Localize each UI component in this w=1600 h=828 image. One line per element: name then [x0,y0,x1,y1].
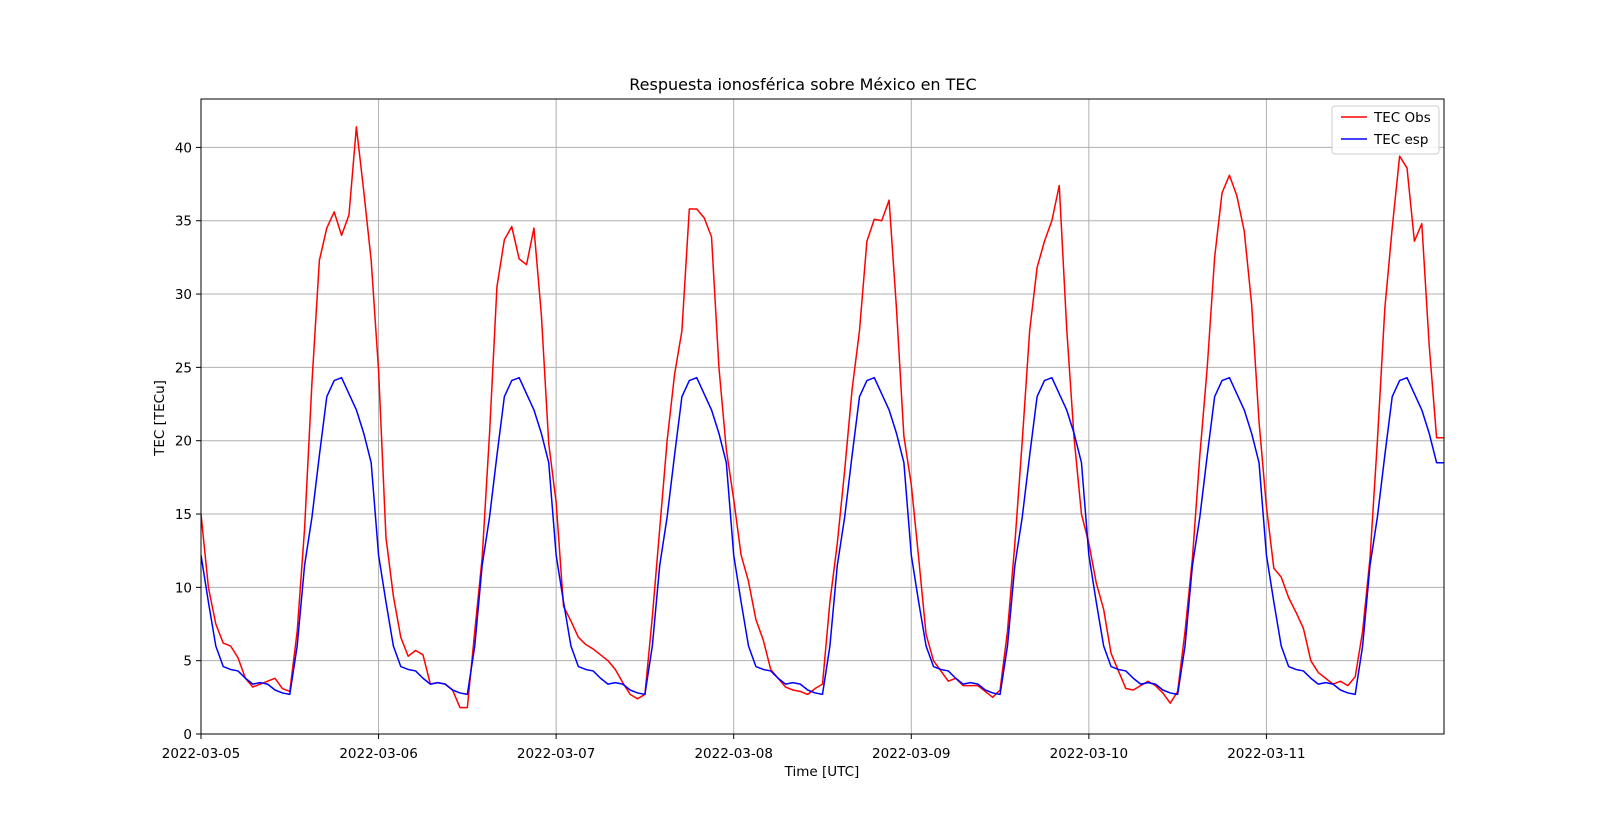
y-tick-label: 5 [183,654,192,670]
y-tick-label: 10 [175,580,192,596]
y-tick-label: 30 [175,287,192,303]
legend-box [1331,105,1440,155]
series-line-tec-esp [201,376,1444,696]
plot-frame [200,98,1445,735]
y-axis-label: TEC [TECu] [152,380,168,457]
y-tick-label: 20 [175,434,192,450]
x-tick-label: 2022-03-08 [694,746,772,762]
x-tick-label: 2022-03-07 [517,746,595,762]
x-tick-label: 2022-03-05 [162,746,240,762]
series-line-tec-obs [201,126,1444,709]
x-tick-label: 2022-03-06 [339,746,417,762]
y-tick-label: 35 [175,214,192,230]
legend-label-tec-obs: TEC Obs [1373,110,1431,126]
y-tick-label: 15 [175,507,192,523]
x-axis-label: Time [UTC] [784,764,860,780]
legend-label-tec-esp: TEC esp [1373,132,1428,148]
x-tick-label: 2022-03-09 [872,746,950,762]
series-lines [201,126,1444,709]
y-tick-label: 25 [175,360,192,376]
x-tick-label: 2022-03-11 [1227,746,1305,762]
y-tick-label: 40 [175,140,192,156]
chart-title: Respuesta ionosférica sobre México en TE… [629,75,976,94]
legend: TEC Obs TEC esp [1331,105,1440,155]
x-tick-label: 2022-03-10 [1050,746,1128,762]
axis-ticks: 0 5 10 15 20 25 30 35 40 2022-03-05 2022-03-06 2022… [162,140,1306,762]
y-tick-label: 0 [183,727,192,743]
